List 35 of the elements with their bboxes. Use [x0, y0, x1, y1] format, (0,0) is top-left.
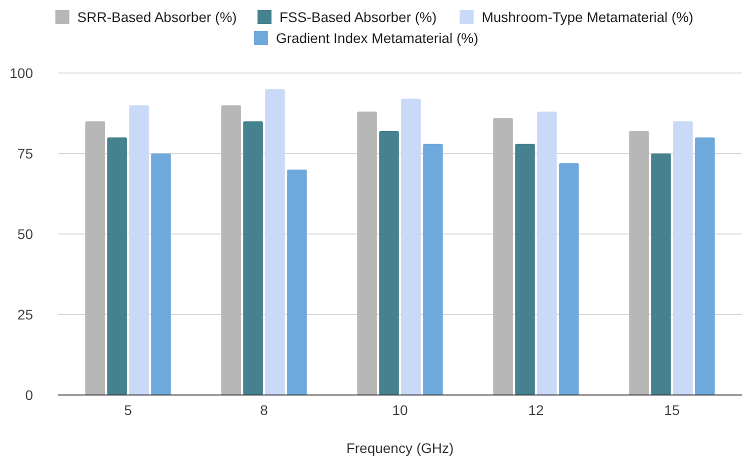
bar: [287, 170, 307, 395]
y-tick-label: 100: [10, 65, 34, 81]
bar: [129, 105, 149, 395]
bar: [265, 89, 285, 395]
bar: [423, 144, 443, 395]
bar: [379, 130, 399, 395]
x-tick-label: 10: [392, 402, 408, 418]
bar: [243, 121, 263, 395]
bar: [515, 144, 535, 395]
y-tick-label: 75: [17, 146, 34, 162]
bar: [401, 98, 421, 395]
y-tick-label: 50: [17, 226, 34, 242]
y-tick-label: 25: [17, 306, 34, 322]
x-tick-label: 15: [664, 402, 680, 418]
legend-label: Mushroom-Type Metamaterial (%): [482, 9, 694, 25]
bar: [221, 105, 241, 395]
legend-label: SRR-Based Absorber (%): [77, 9, 237, 25]
x-tick-label: 5: [124, 402, 132, 418]
x-axis-title: Frequency (GHz): [346, 440, 454, 456]
bar: [151, 154, 171, 395]
x-tick-label: 12: [528, 402, 544, 418]
bar: [559, 163, 579, 395]
bar: [673, 121, 693, 395]
bar: [107, 137, 127, 395]
bar: [537, 112, 557, 395]
y-tick-label: 0: [25, 387, 34, 403]
bar: [85, 121, 105, 395]
bar: [695, 137, 715, 395]
bar: [629, 130, 649, 395]
legend-label: Gradient Index Metamaterial (%): [276, 30, 478, 46]
x-tick-label: 8: [260, 402, 268, 418]
legend-label: FSS-Based Absorber (%): [280, 9, 437, 25]
bar: [651, 154, 671, 395]
bar: [493, 118, 513, 395]
bar: [357, 112, 377, 395]
